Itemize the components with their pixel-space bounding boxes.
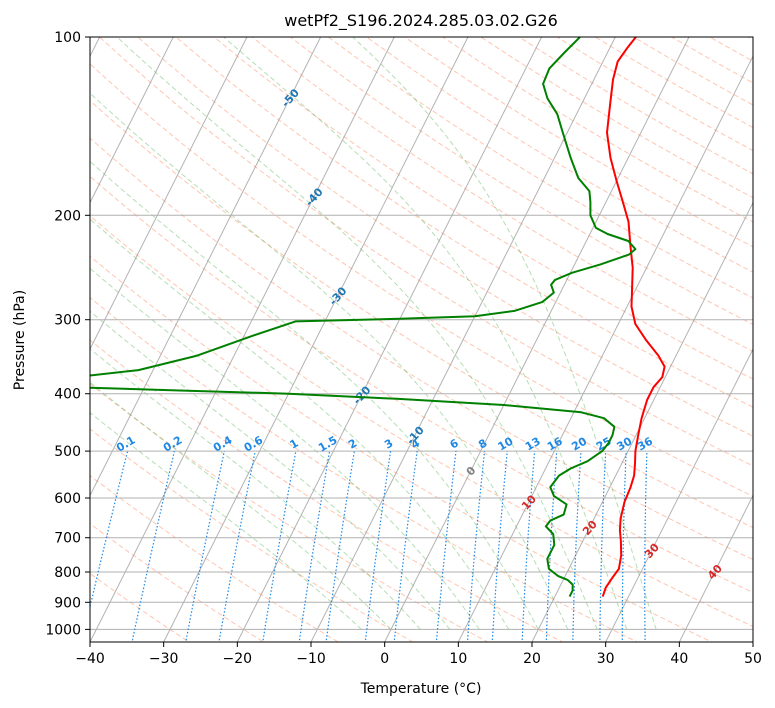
mixing-ratio-line [325,451,355,642]
mixing-ratio-line [393,451,418,642]
chart-title: wetPf2_S196.2024.285.03.02.G26 [284,11,558,31]
plot-area: -100-90-80-70-60-50-40-30-20-10010203040… [90,37,753,642]
mixing-ratio-line [364,451,392,642]
isotherm-line [678,494,753,642]
y-tick-label: 700 [54,531,81,547]
dry-adiabat-line [137,37,753,437]
y-tick-label: 800 [54,565,81,581]
y-tick-label: 100 [54,30,81,46]
isotherm-line [384,37,690,642]
y-tick-label: 400 [54,387,81,403]
mixing-ratio-line [218,450,256,642]
moist-adiabat-line [116,37,598,630]
sounding-series [90,37,666,598]
dewpoint-profile-line [90,37,637,598]
moist-adiabat-line [90,267,480,630]
dry-adiabat-line [90,63,753,497]
dry-adiabat-line [99,37,753,467]
y-tick-label: 900 [54,595,81,611]
mixing-ratio-line [644,451,648,642]
x-tick-label: 0 [380,651,389,667]
dry-adiabat-line [90,474,340,642]
dry-adiabat-line [328,37,753,299]
moist-adiabat-line [90,218,510,630]
y-tick-label: 1000 [45,622,81,638]
mixing-ratio-line [131,450,175,642]
moist-adiabat-line [352,37,657,630]
mixing-ratio-line [521,451,536,642]
dry-adiabat-line [90,572,190,642]
mixing-ratio-line [466,451,486,642]
isotherm-line [605,347,753,642]
x-tick-label: −10 [296,651,326,667]
x-axis: −40 −30 −20 −10 0 10 20 30 40 50 [75,642,762,667]
moist-adiabat-line [90,160,539,630]
mixing-ratio-line [491,451,508,642]
x-tick-label: −30 [149,651,179,667]
x-axis-label: Temperature (°C) [360,681,482,697]
mixing-ratio-line [545,451,558,642]
mixing-ratio-line [435,451,457,642]
x-tick-label: −20 [223,651,253,667]
isotherm-line [90,37,248,351]
isotherm-line [531,201,753,642]
mixing-ratio-line [599,451,607,642]
mixing-ratio-line [572,451,582,642]
x-tick-label: −40 [75,651,105,667]
y-tick-label: 300 [54,313,81,329]
mixing-ratio-line [621,451,627,642]
mixing-ratio-line [298,450,331,642]
x-tick-label: 20 [523,651,541,667]
isotherm-line [90,37,174,204]
moist-adiabat-line [223,37,628,630]
mixing-ratio-line [185,450,225,642]
pressure-gridlines [90,37,753,630]
dry-adiabat-line [175,37,753,408]
mixing-ratio-line [90,450,129,610]
mixing-ratio-lines [90,450,648,642]
plot-frame [89,36,754,643]
y-tick-label: 500 [54,444,81,460]
y-axis: 100 200 300 400 500 600 700 800 900 1000 [45,30,90,638]
temperature-profile-line [601,37,666,597]
y-tick-label: 200 [54,208,81,224]
moist-adiabat-line [90,348,421,630]
x-tick-label: 10 [449,651,467,667]
isotherm-line [90,37,322,497]
isotherm-line [236,37,543,642]
moist-adiabat-line [90,310,451,630]
isotherm-line [457,55,753,642]
x-tick-label: 50 [744,651,762,667]
x-tick-label: 30 [597,651,615,667]
y-tick-label: 600 [54,491,81,507]
y-axis-label: Pressure (hPa) [12,290,28,390]
moist-adiabat-line [90,92,569,630]
moist-adiabat-line [90,412,362,630]
mixing-ratio-line [262,450,297,642]
isotherm-line [163,37,469,642]
x-tick-label: 40 [670,651,688,667]
dry-adiabat-line [90,175,753,594]
